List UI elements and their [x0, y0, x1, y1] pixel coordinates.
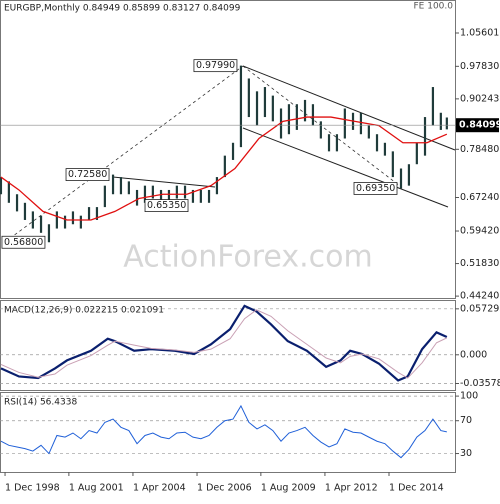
indicator-line	[0, 309, 448, 379]
y-tick-label: 1.05601	[460, 28, 499, 39]
annotation-box	[193, 59, 238, 73]
annotation-label: 0.56800	[4, 237, 43, 248]
x-tick-label: 1 Apr 2012	[325, 483, 378, 494]
x-tick-label: 1 Dec 2014	[389, 483, 444, 494]
annotation-box	[353, 182, 398, 195]
annotation-label: 0.97990	[196, 60, 235, 71]
annotation-label: 0.65350	[147, 200, 186, 211]
y-tick-label: 0.000	[460, 349, 487, 360]
annotation-box	[1, 235, 46, 249]
channel-upper	[242, 65, 456, 151]
annotation-box	[65, 168, 110, 181]
last-price-box	[456, 118, 499, 133]
annotation-label: 0.69350	[356, 183, 395, 194]
y-tick-label: 0.44240	[460, 291, 499, 302]
chart-title: EURGBP,Monthly 0.84949 0.85899 0.83127 0…	[4, 4, 241, 14]
y-tick-label: 0.90243	[460, 93, 499, 104]
trend-line	[112, 176, 216, 188]
indicator-line	[0, 304, 448, 382]
y-tick-label: 0.057295	[460, 303, 500, 314]
y-tick-label: 0.59420	[460, 226, 499, 237]
corner-note: FE 100.0	[414, 2, 454, 12]
rsi-title: RSI(14) 56.4338	[4, 398, 77, 408]
indicator-line	[0, 404, 447, 459]
y-tick-label: 100	[460, 391, 478, 402]
x-tick-label: 1 Aug 2001	[69, 483, 124, 494]
x-tick-label: 1 Apr 2004	[133, 483, 186, 494]
rsi-panel-frame	[0, 392, 456, 473]
y-tick-label: 30	[460, 448, 472, 459]
macd-title: MACD(12,26,9) 0.022215 0.021091	[4, 306, 164, 316]
macd-panel-frame	[0, 300, 456, 391]
watermark: ActionForex.com	[123, 240, 372, 275]
x-tick-label: 1 Aug 2009	[261, 483, 316, 494]
y-tick-label: 0.67240	[460, 192, 499, 203]
y-tick-label: 70	[460, 415, 472, 426]
channel-lower	[242, 127, 449, 208]
x-tick-label: 1 Dec 2006	[197, 483, 252, 494]
annotation-box	[144, 199, 189, 212]
y-tick-label: 0.97830	[460, 61, 499, 72]
annotation-label: 0.72580	[68, 169, 107, 180]
last-price-label: 0.84099	[459, 120, 500, 131]
y-tick-label: 0.51830	[460, 258, 499, 269]
y-tick-label: 0.78480	[460, 144, 499, 155]
x-tick-label: 1 Dec 1998	[5, 483, 60, 494]
